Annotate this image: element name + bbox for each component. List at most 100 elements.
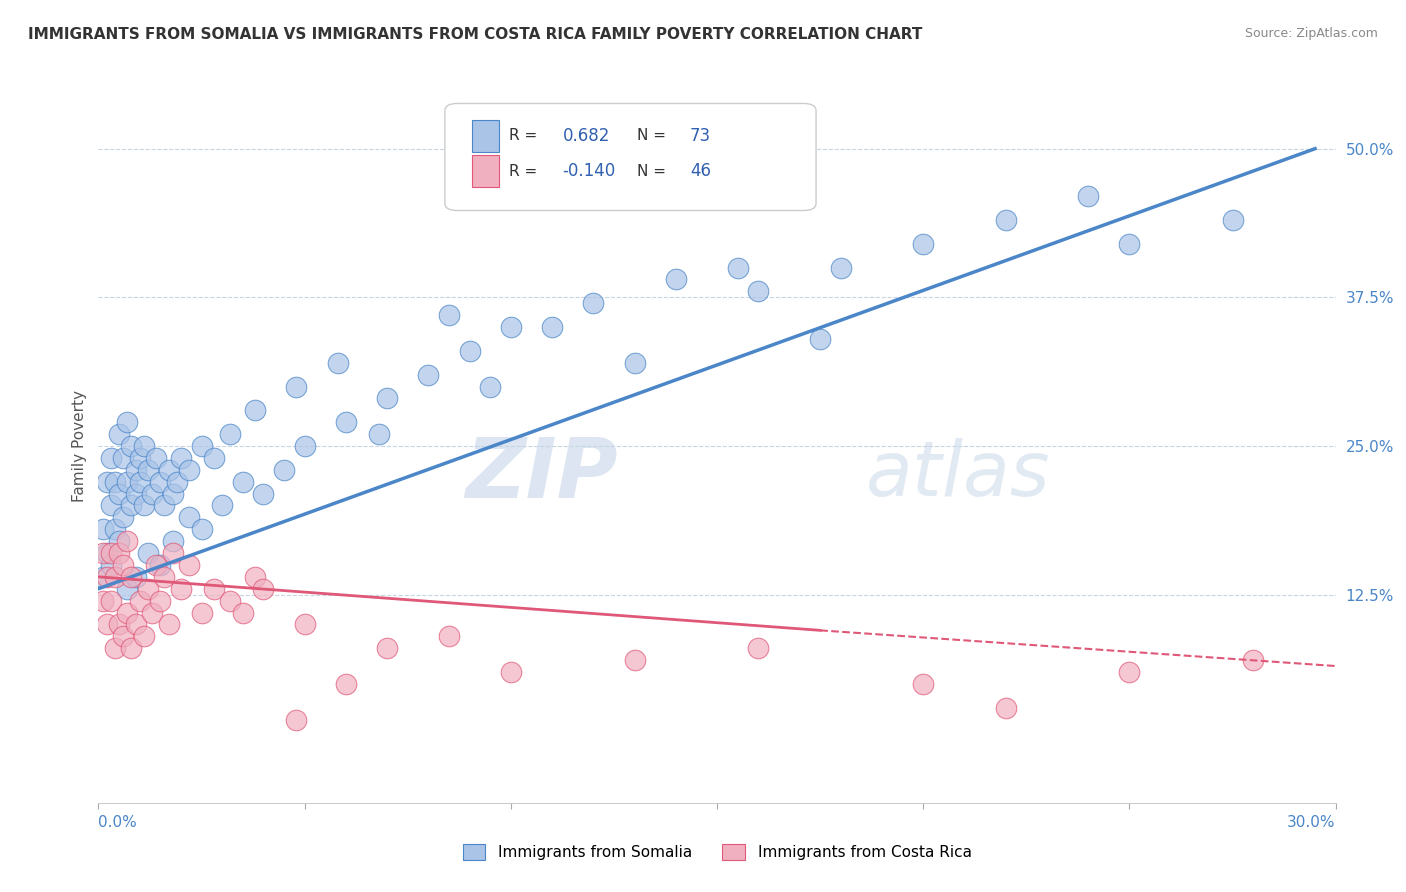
Point [808,332,831,346]
Point [623,356,645,370]
Text: 0.682: 0.682 [562,127,610,145]
Point [375,641,398,656]
Point [149,475,172,489]
Point [243,403,266,417]
Point [190,522,212,536]
Point [458,343,481,358]
Point [145,558,167,572]
Point [335,415,357,429]
Point [108,427,131,442]
Point [912,236,935,251]
Point [91,593,114,607]
Point [124,617,146,632]
Point [219,427,242,442]
FancyBboxPatch shape [472,155,499,187]
Text: 73: 73 [690,127,711,145]
Point [623,653,645,667]
Point [104,641,127,656]
Point [294,617,316,632]
Point [1241,653,1264,667]
Point [112,629,135,643]
Text: Source: ZipAtlas.com: Source: ZipAtlas.com [1244,27,1378,40]
Point [162,546,184,560]
Point [1118,665,1140,679]
Point [149,593,172,607]
Text: -0.140: -0.140 [562,162,616,180]
Text: atlas: atlas [866,438,1050,511]
Point [179,510,201,524]
Point [1222,213,1244,227]
Point [132,629,155,643]
Point [96,617,118,632]
Point [117,606,139,620]
Point [437,629,460,643]
Point [162,486,184,500]
Y-axis label: Family Poverty: Family Poverty [72,390,87,502]
Point [136,582,159,596]
Point [128,450,150,465]
FancyBboxPatch shape [444,103,815,211]
Point [179,463,201,477]
Point [117,534,139,549]
Point [100,450,122,465]
Point [747,285,769,299]
Point [96,570,118,584]
Point [108,534,131,549]
Point [285,713,308,727]
Point [232,475,254,489]
Point [202,450,225,465]
Point [132,439,155,453]
Point [136,546,159,560]
Point [190,439,212,453]
Point [112,510,135,524]
Point [335,677,357,691]
Point [91,522,114,536]
Point [100,546,122,560]
Point [912,677,935,691]
Point [294,439,316,453]
Point [499,665,522,679]
Point [479,379,502,393]
Point [124,463,146,477]
Text: 30.0%: 30.0% [1288,814,1336,830]
Point [100,499,122,513]
Point [141,606,163,620]
Point [170,450,193,465]
Point [117,475,139,489]
Point [166,475,188,489]
Point [273,463,295,477]
Point [128,593,150,607]
FancyBboxPatch shape [472,120,499,152]
Point [1118,236,1140,251]
Point [437,308,460,322]
Point [727,260,749,275]
Point [665,272,688,286]
Point [994,700,1017,714]
Text: 46: 46 [690,162,711,180]
Point [100,558,122,572]
Point [499,320,522,334]
Point [170,582,193,596]
Point [232,606,254,620]
Point [243,570,266,584]
Point [104,522,127,536]
Text: IMMIGRANTS FROM SOMALIA VS IMMIGRANTS FROM COSTA RICA FAMILY POVERTY CORRELATION: IMMIGRANTS FROM SOMALIA VS IMMIGRANTS FR… [28,27,922,42]
Point [252,582,274,596]
Point [157,463,180,477]
Point [830,260,852,275]
Point [91,546,114,560]
Point [252,486,274,500]
Point [162,534,184,549]
Point [120,499,142,513]
Point [211,499,233,513]
Point [104,570,127,584]
Text: N =: N = [637,128,671,143]
Point [128,475,150,489]
Point [132,499,155,513]
Point [104,475,127,489]
Point [117,582,139,596]
Point [149,558,172,572]
Point [112,450,135,465]
Point [120,570,142,584]
Point [747,641,769,656]
